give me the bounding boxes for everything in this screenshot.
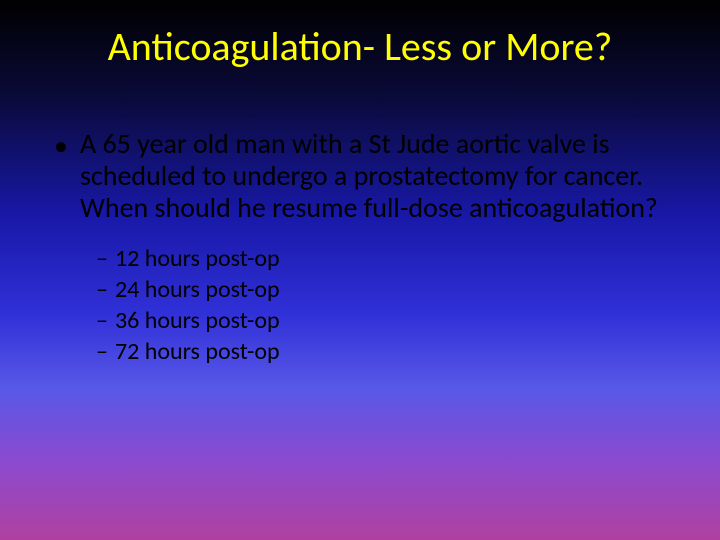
list-item: – 24 hours post-op — [96, 274, 680, 305]
slide-title: Anticoagulation- Less or More? — [0, 22, 720, 71]
option-text: 12 hours post-op — [115, 243, 280, 274]
list-item: – 12 hours post-op — [96, 243, 680, 274]
option-text: 72 hours post-op — [115, 336, 280, 367]
option-text: 36 hours post-op — [115, 305, 280, 336]
bullet-icon: • — [54, 130, 68, 162]
list-item: – 72 hours post-op — [96, 336, 680, 367]
dash-icon: – — [96, 305, 108, 336]
option-text: 24 hours post-op — [115, 274, 280, 305]
dash-icon: – — [96, 243, 108, 274]
list-item: – 36 hours post-op — [96, 305, 680, 336]
dash-icon: – — [96, 336, 108, 367]
question-text: A 65 year old man with a St Jude aortic … — [80, 128, 680, 225]
question-bullet: • A 65 year old man with a St Jude aorti… — [54, 128, 680, 225]
slide-body: • A 65 year old man with a St Jude aorti… — [54, 128, 680, 367]
slide: Anticoagulation- Less or More? • A 65 ye… — [0, 0, 720, 540]
options-list: – 12 hours post-op – 24 hours post-op – … — [96, 243, 680, 368]
dash-icon: – — [96, 274, 108, 305]
